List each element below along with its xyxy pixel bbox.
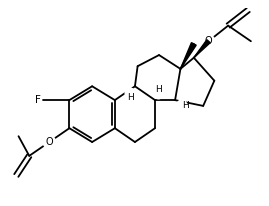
Text: O: O: [45, 137, 53, 147]
Text: H: H: [155, 85, 162, 94]
Circle shape: [43, 136, 56, 148]
Text: F: F: [34, 95, 40, 105]
Text: H: H: [182, 101, 189, 110]
Polygon shape: [194, 40, 210, 58]
Circle shape: [125, 88, 135, 98]
Text: H: H: [127, 93, 133, 102]
Circle shape: [177, 100, 187, 110]
Polygon shape: [180, 43, 196, 69]
Circle shape: [154, 89, 164, 99]
Circle shape: [202, 35, 215, 47]
Text: O: O: [205, 36, 212, 46]
